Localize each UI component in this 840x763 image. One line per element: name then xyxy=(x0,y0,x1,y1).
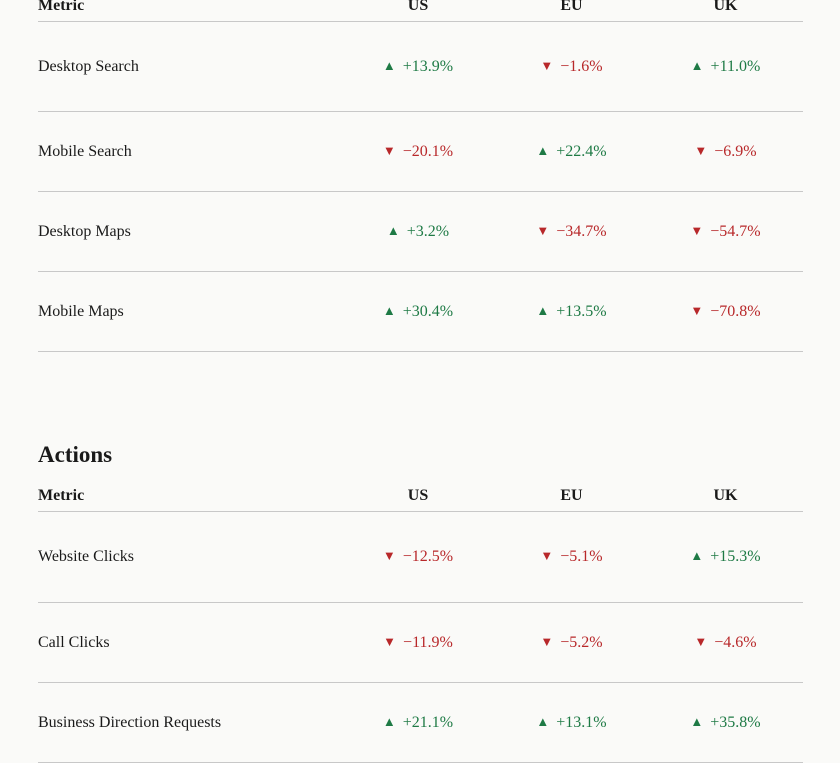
trend-up-icon: ▲ xyxy=(382,302,396,318)
trend-down-icon: ▼ xyxy=(540,57,554,73)
trend-up-icon: ▲ xyxy=(536,302,550,318)
column-header-eu: EU xyxy=(495,0,648,22)
trend-down-icon: ▼ xyxy=(540,633,554,649)
metric-label: Mobile Maps xyxy=(38,271,341,352)
change-cell-eu: ▲ +13.5% xyxy=(495,271,648,352)
change-cell-us: ▲ +13.9% xyxy=(341,21,495,112)
section-title-actions: Actions xyxy=(38,442,113,467)
impressions-table: Metric US EU UK Desktop Search ▲ +13.9% ▼ −1… xyxy=(38,0,803,352)
change-value: +13.5% xyxy=(556,302,607,320)
change-value: +13.9% xyxy=(402,57,454,75)
change-cell-eu: ▼ −34.7% xyxy=(495,191,648,272)
trend-down-icon: ▼ xyxy=(382,548,396,563)
change-cell-uk: ▼ −6.9% xyxy=(648,111,803,192)
table-row: Mobile Maps ▲ +30.4% ▲ +13.5% ▼ −70.8% xyxy=(38,271,803,352)
trend-down-icon: ▼ xyxy=(694,142,708,158)
trend-up-icon: ▲ xyxy=(386,222,400,238)
trend-down-icon: ▼ xyxy=(383,633,397,649)
trend-down-icon: ▼ xyxy=(690,222,704,238)
change-cell-us: ▲ +3.2% xyxy=(341,191,495,272)
column-header-metric: Metric xyxy=(38,0,341,22)
metric-label: Desktop Maps xyxy=(38,191,341,272)
table-row: Desktop Search ▲ +13.9% ▼ −1.6% ▲ +11.0% xyxy=(38,21,803,112)
metric-label: Mobile Search xyxy=(38,111,341,192)
table-row: Website Clicks ▼ −12.5% ▼ −5.1% ▲ +15.3% xyxy=(38,511,803,603)
column-header-uk: UK xyxy=(648,0,803,22)
trend-down-icon: ▼ xyxy=(536,222,550,238)
column-header-us: US xyxy=(341,481,495,512)
change-value: −54.7% xyxy=(710,222,761,240)
change-value: +22.4% xyxy=(556,142,607,160)
change-value: −6.9% xyxy=(714,142,757,160)
column-header-metric: Metric xyxy=(38,481,341,512)
change-cell-eu: ▼ −5.2% xyxy=(495,602,648,683)
trend-up-icon: ▲ xyxy=(690,713,704,729)
trend-up-icon: ▲ xyxy=(690,548,704,563)
trend-down-icon: ▼ xyxy=(694,633,708,649)
change-cell-us: ▲ +21.1% xyxy=(341,682,495,763)
change-cell-uk: ▼ −54.7% xyxy=(648,191,803,272)
change-value: +15.3% xyxy=(710,548,761,565)
change-cell-uk: ▼ −4.6% xyxy=(648,602,803,683)
table-row: Call Clicks ▼ −11.9% ▼ −5.2% ▼ −4.6% xyxy=(38,602,803,683)
change-value: −12.5% xyxy=(402,548,454,565)
change-cell-us: ▼ −20.1% xyxy=(341,111,495,192)
change-cell-uk: ▼ −70.8% xyxy=(648,271,803,352)
change-cell-us: ▲ +30.4% xyxy=(341,271,495,352)
table-row: Desktop Maps ▲ +3.2% ▼ −34.7% ▼ −54.7% xyxy=(38,191,803,272)
change-value: −20.1% xyxy=(402,142,454,160)
trend-up-icon: ▲ xyxy=(382,57,396,73)
trend-up-icon: ▲ xyxy=(690,57,704,73)
change-value: −5.1% xyxy=(560,548,603,565)
change-cell-eu: ▲ +13.1% xyxy=(495,682,648,763)
change-value: −34.7% xyxy=(556,222,607,240)
metric-label: Business Direction Requests xyxy=(38,682,341,763)
column-header-eu: EU xyxy=(495,481,648,512)
metric-label: Website Clicks xyxy=(38,511,341,603)
trend-up-icon: ▲ xyxy=(536,142,550,158)
trend-down-icon: ▼ xyxy=(382,142,396,158)
change-value: −70.8% xyxy=(710,302,761,320)
change-cell-us: ▼ −11.9% xyxy=(341,602,495,683)
metric-label: Desktop Search xyxy=(38,21,341,112)
metric-label: Call Clicks xyxy=(38,602,341,683)
change-cell-eu: ▼ −1.6% xyxy=(495,21,648,112)
change-cell-uk: ▲ +11.0% xyxy=(648,21,803,112)
change-value: +11.0% xyxy=(710,57,761,75)
table-row: Business Direction Requests ▲ +21.1% ▲ +13.1… xyxy=(38,682,803,763)
table-header-row: Metric US EU UK xyxy=(38,0,803,22)
change-cell-uk: ▲ +35.8% xyxy=(648,682,803,763)
column-header-us: US xyxy=(341,0,495,22)
trend-down-icon: ▼ xyxy=(540,548,554,563)
change-value: −4.6% xyxy=(714,633,757,651)
change-value: +21.1% xyxy=(402,713,454,731)
change-value: +13.1% xyxy=(556,713,607,731)
column-header-uk: UK xyxy=(648,481,803,512)
change-value: −11.9% xyxy=(403,633,453,651)
trend-up-icon: ▲ xyxy=(382,713,396,729)
change-value: +35.8% xyxy=(710,713,761,731)
table-row: Mobile Search ▼ −20.1% ▲ +22.4% ▼ −6.9% xyxy=(38,111,803,192)
change-cell-us: ▼ −12.5% xyxy=(341,511,495,603)
trend-down-icon: ▼ xyxy=(690,302,704,318)
change-value: +3.2% xyxy=(406,222,450,240)
change-value: +30.4% xyxy=(402,302,454,320)
table-header-row: Metric US EU UK xyxy=(38,481,803,512)
change-cell-eu: ▲ +22.4% xyxy=(495,111,648,192)
change-cell-uk: ▲ +15.3% xyxy=(648,511,803,603)
change-value: −1.6% xyxy=(560,57,603,75)
actions-table: Metric US EU UK Website Clicks ▼ −12.5% ▼ −5… xyxy=(38,481,803,763)
trend-up-icon: ▲ xyxy=(536,713,550,729)
change-value: −5.2% xyxy=(560,633,603,651)
change-cell-eu: ▼ −5.1% xyxy=(495,511,648,603)
